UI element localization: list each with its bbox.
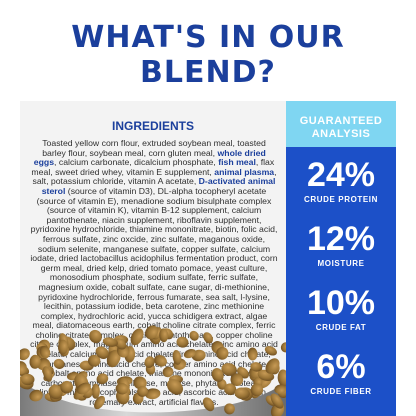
bowl-rim — [20, 382, 286, 416]
kibble-piece — [88, 354, 101, 367]
stat-value: 10% — [306, 284, 376, 322]
kibble-piece — [172, 349, 182, 365]
kibble-piece — [29, 354, 41, 369]
kibble-piece — [145, 325, 159, 340]
stat-value: 24% — [306, 156, 376, 194]
kibble-piece — [211, 368, 224, 382]
kibble-piece — [189, 330, 199, 341]
stat-moisture: 12% MOISTURE — [286, 221, 396, 268]
ingredient-highlight: whole dried eggs — [33, 147, 266, 168]
kibble-piece — [42, 366, 53, 382]
kibble-piece — [274, 384, 286, 394]
kibble-piece — [230, 373, 244, 387]
analysis-title-line2: ANALYSIS — [311, 128, 371, 140]
ingredient-text: , flax meal, sweet dried whey, vitamin E… — [31, 157, 275, 177]
stat-label: CRUDE FIBER — [310, 387, 372, 396]
kibble-piece — [183, 349, 197, 359]
kibble-piece — [162, 366, 174, 378]
kibble-piece — [60, 380, 74, 394]
kibble-piece — [264, 346, 277, 356]
kibble-bowl-image — [20, 290, 286, 416]
ingredient-highlight: fish meal — [218, 157, 256, 168]
stat-fat: 10% CRUDE FAT — [286, 285, 396, 332]
kibble-piece — [234, 387, 250, 400]
ingredient-highlight: D-activated animal sterol — [41, 176, 276, 196]
kibble-pile — [20, 325, 286, 416]
kibble-piece — [247, 347, 258, 361]
kibble-piece — [48, 384, 63, 400]
kibble-piece — [137, 386, 148, 397]
analysis-header: GUARANTEED ANALYSIS — [286, 101, 396, 147]
kibble-piece — [95, 346, 109, 359]
kibble-piece — [202, 397, 215, 412]
kibble-piece — [91, 383, 100, 399]
kibble-piece — [224, 403, 235, 415]
kibble-piece — [29, 389, 43, 402]
kibble-piece — [20, 348, 30, 361]
ingredient-highlight: animal plasma — [214, 166, 275, 177]
kibble-piece — [53, 358, 65, 369]
stat-protein: 24% CRUDE PROTEIN — [286, 157, 396, 204]
kibble-piece — [102, 337, 118, 347]
kibble-piece — [94, 395, 105, 410]
kibble-piece — [250, 362, 263, 372]
stat-label: CRUDE FAT — [315, 323, 367, 332]
kibble-piece — [130, 328, 144, 346]
kibble-piece — [250, 383, 264, 397]
kibble-piece — [154, 354, 167, 367]
kibble-piece — [265, 358, 280, 374]
kibble-piece — [277, 369, 286, 387]
kibble-piece — [216, 346, 229, 360]
kibble-piece — [203, 332, 213, 344]
kibble-piece — [144, 356, 155, 368]
guaranteed-analysis-panel: GUARANTEED ANALYSIS 24% CRUDE PROTEIN 12… — [286, 101, 396, 416]
kibble-piece — [166, 379, 184, 395]
analysis-title-line1: GUARANTEED — [299, 115, 383, 127]
kibble-piece — [20, 373, 35, 386]
kibble-piece — [89, 329, 102, 344]
ingredient-text: , salt, potassium chloride, vitamin A ac… — [32, 166, 277, 187]
kibble-piece — [159, 328, 169, 343]
ingredient-text: , calcium carbonate, dicalcium phosphate… — [54, 157, 219, 168]
ingredient-text: Toasted yellow corn flour, extruded soyb… — [42, 138, 266, 158]
kibble-piece — [106, 349, 121, 368]
kibble-piece — [57, 339, 69, 355]
kibble-piece — [176, 336, 189, 348]
kibble-piece — [96, 373, 109, 385]
kibble-illustration — [20, 325, 286, 416]
stat-value: 12% — [306, 220, 376, 258]
stat-label: MOISTURE — [317, 259, 365, 268]
kibble-piece — [20, 361, 27, 375]
analysis-title: GUARANTEED ANALYSIS — [286, 115, 396, 141]
kibble-piece — [76, 382, 91, 395]
ingredients-title: INGREDIENTS — [111, 119, 194, 133]
ingredients-section: INGREDIENTS Toasted yellow corn flour, e… — [20, 101, 286, 416]
stat-value: 6% — [316, 348, 366, 386]
stat-label: CRUDE PROTEIN — [303, 195, 379, 204]
kibble-piece — [39, 345, 51, 359]
stat-fiber: 6% CRUDE FIBER — [286, 349, 396, 396]
kibble-piece — [221, 363, 237, 376]
kibble-piece — [145, 388, 161, 400]
kibble-piece — [280, 342, 286, 353]
kibble-piece — [270, 393, 284, 409]
kibble-piece — [114, 338, 127, 350]
kibble-piece — [224, 383, 237, 396]
page-title: WHAT'S IN OUR BLEND? — [71, 20, 345, 90]
kibble-piece — [115, 382, 129, 395]
